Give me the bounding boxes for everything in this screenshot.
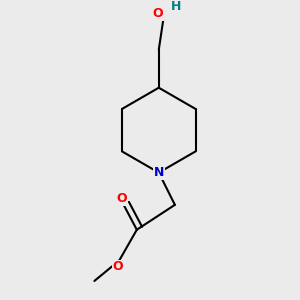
Text: N: N (154, 166, 164, 179)
Text: O: O (112, 260, 123, 273)
Text: O: O (153, 8, 163, 20)
Text: H: H (171, 0, 182, 13)
Text: O: O (117, 192, 128, 205)
